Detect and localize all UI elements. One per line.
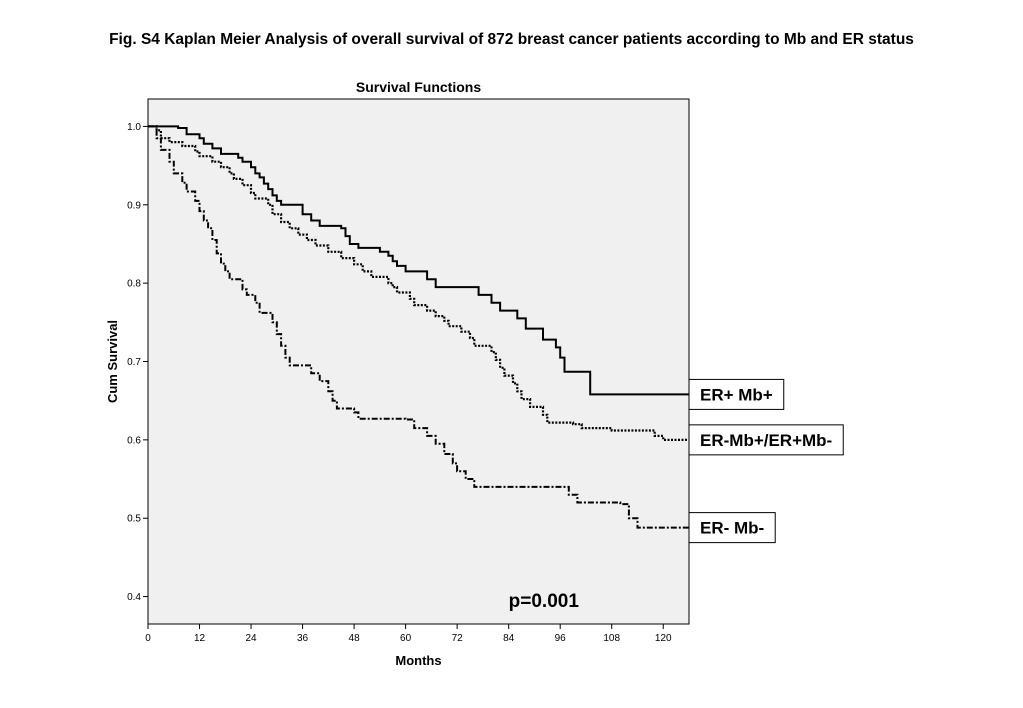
- series-label-frame: [688, 424, 844, 456]
- curve-er-neg-mb-neg: [148, 125, 689, 529]
- chart-title: Survival Functions: [356, 79, 481, 95]
- x-tick-label: 108: [603, 633, 620, 644]
- x-tick-label: 96: [555, 633, 567, 644]
- series-label-frame: [688, 378, 785, 410]
- y-axis-title: Cum Survival: [105, 320, 120, 403]
- series-label-frame: [688, 512, 776, 544]
- series-label: ER+ Mb+: [700, 385, 773, 404]
- series-labels: ER+ Mb+ ER-Mb+/ER+Mb- ER- Mb-: [688, 378, 844, 544]
- series-label: ER- Mb-: [700, 519, 764, 538]
- x-tick-label: 120: [655, 633, 672, 644]
- p-value-annotation: p=0.001: [509, 591, 580, 612]
- figure-caption: Fig. S4 Kaplan Meier Analysis of overall…: [109, 31, 914, 48]
- curve-er-pos-mb-pos: [148, 125, 689, 396]
- series-label: ER-Mb+/ER+Mb-: [700, 431, 832, 450]
- y-tick-label: 0.7: [127, 357, 141, 368]
- y-tick-label: 0.9: [127, 200, 141, 211]
- curve-mixed: [148, 125, 689, 441]
- x-tick-label: 72: [452, 633, 464, 644]
- x-tick-label: 12: [194, 633, 206, 644]
- plot-area: [147, 98, 690, 625]
- x-tick-label: 60: [400, 633, 412, 644]
- x-axis-title: Months: [395, 653, 441, 668]
- x-tick-label: 24: [245, 633, 257, 644]
- y-tick-label: 0.6: [127, 435, 141, 446]
- x-tick-label: 48: [349, 633, 361, 644]
- y-tick-label: 1.0: [127, 122, 141, 133]
- series-label-box: ER-Mb+/ER+Mb-: [688, 424, 844, 456]
- x-tick-label: 84: [503, 633, 515, 644]
- series-label-box: ER+ Mb+: [688, 378, 785, 410]
- series-label-box: ER- Mb-: [688, 512, 776, 544]
- survival-curves: [148, 125, 689, 529]
- y-tick-label: 0.8: [127, 279, 141, 290]
- x-tick-label: 0: [145, 633, 151, 644]
- y-tick-label: 0.4: [127, 592, 141, 603]
- x-tick-label: 36: [297, 633, 309, 644]
- x-axis: 0 12 24 36 48 60 72 84 96 108 120: [145, 624, 672, 644]
- y-tick-label: 0.5: [127, 514, 141, 525]
- y-axis: 0.4 0.5 0.6 0.7 0.8 0.9 1.0: [127, 122, 148, 603]
